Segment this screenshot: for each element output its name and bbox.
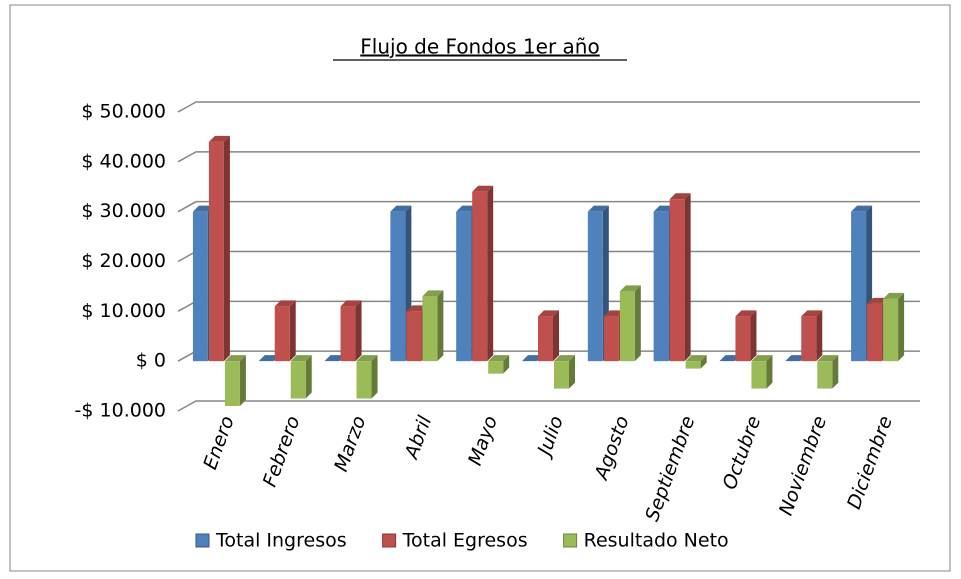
bar-top: [472, 185, 494, 192]
bar-top: [522, 355, 543, 362]
y-tick-label: $ 20.000: [81, 250, 166, 272]
legend-swatch: [563, 533, 578, 548]
bar-top: [324, 355, 346, 362]
bar-top: [619, 285, 641, 292]
bar: [224, 361, 240, 407]
bar-top: [456, 205, 478, 212]
y-tick-label: -$ 10.000: [75, 400, 166, 422]
bar-top: [290, 355, 312, 362]
grid-line: [177, 400, 920, 412]
y-tick-label: $ 10.000: [81, 300, 166, 322]
bar: [208, 141, 224, 362]
bar: [290, 361, 306, 399]
bar-side: [750, 310, 757, 362]
bar-side: [766, 355, 773, 389]
bar-side: [553, 310, 559, 362]
bar-side: [487, 185, 494, 362]
bar-side: [634, 285, 641, 362]
bar-top: [208, 135, 230, 142]
bar-side: [816, 310, 823, 362]
bar: [340, 306, 356, 362]
bar-top: [274, 300, 296, 307]
bar-top: [422, 290, 444, 297]
bar-top: [406, 305, 428, 312]
grid-line: [177, 101, 920, 113]
bar-top: [390, 205, 412, 212]
y-tick-label: $ 40.000: [81, 150, 166, 172]
bar-side: [437, 290, 444, 362]
bar: [406, 311, 422, 362]
bar-side: [700, 355, 707, 369]
bar: [653, 211, 669, 362]
bar-top: [751, 355, 773, 362]
bar-side: [289, 300, 296, 362]
y-tick-label: $ 50.000: [81, 101, 166, 123]
bar: [472, 191, 488, 362]
y-tick-label: $ 30.000: [81, 200, 166, 222]
bar: [274, 306, 290, 362]
bar: [456, 211, 472, 362]
bar: [851, 211, 867, 362]
bar-top: [587, 205, 609, 212]
bar-top: [785, 355, 807, 362]
bar: [669, 199, 685, 362]
bar-top: [719, 355, 741, 362]
bar: [801, 316, 817, 362]
bar-top: [340, 300, 362, 307]
bar: [883, 298, 899, 362]
bar: [619, 291, 635, 362]
y-tick-label: $ 0: [136, 350, 166, 372]
bar-top: [653, 205, 675, 212]
bar-side: [305, 355, 312, 399]
bar: [685, 361, 701, 369]
bar: [751, 361, 767, 389]
bar-top: [735, 310, 757, 317]
bar-side: [239, 355, 246, 407]
bar-side: [503, 355, 510, 374]
bar-side: [223, 135, 230, 362]
bar-top: [356, 355, 378, 362]
bar-top: [224, 355, 246, 362]
bar-top: [817, 355, 839, 362]
bar: [192, 211, 208, 362]
bar-top: [488, 355, 510, 362]
bar-side: [684, 193, 691, 362]
bar: [422, 296, 438, 362]
bar-top: [258, 355, 280, 362]
bar-top: [801, 310, 823, 317]
bar-top: [669, 193, 691, 200]
legend-swatch: [195, 533, 210, 548]
chart-title: Flujo de Fondos 1er año: [360, 35, 599, 59]
bar: [817, 361, 833, 389]
bar: [587, 211, 603, 362]
bar-side: [832, 355, 839, 389]
legend-label: Resultado Neto: [584, 530, 729, 552]
bar: [356, 361, 372, 399]
bar: [735, 316, 751, 362]
grid-line: [177, 151, 920, 163]
bar: [538, 316, 553, 362]
bar: [554, 361, 569, 389]
bar-top: [685, 355, 707, 362]
bar-top: [867, 297, 889, 304]
legend-label: Total Ingresos: [215, 530, 347, 552]
bar-top: [851, 205, 873, 212]
bar-top: [603, 310, 625, 317]
bar-side: [898, 292, 905, 362]
bar: [390, 211, 406, 362]
bar: [488, 361, 504, 374]
bar: [603, 316, 619, 362]
bar: [867, 303, 883, 362]
bar-top: [192, 205, 214, 212]
bar-top: [554, 355, 575, 362]
legend-label: Total Egresos: [402, 530, 528, 552]
bar-top: [883, 292, 905, 299]
bar-side: [355, 300, 362, 362]
legend-swatch: [382, 533, 397, 548]
bar-top: [538, 310, 559, 317]
bar-side: [371, 355, 378, 399]
bar-side: [569, 355, 575, 389]
